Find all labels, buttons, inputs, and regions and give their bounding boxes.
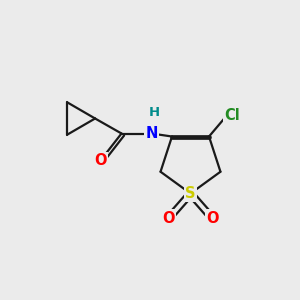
Text: O: O [163, 211, 175, 226]
Text: O: O [94, 153, 107, 168]
Text: O: O [206, 211, 218, 226]
Text: N: N [145, 126, 158, 141]
Text: Cl: Cl [224, 108, 240, 123]
Text: H: H [149, 106, 160, 119]
Text: S: S [185, 186, 196, 201]
